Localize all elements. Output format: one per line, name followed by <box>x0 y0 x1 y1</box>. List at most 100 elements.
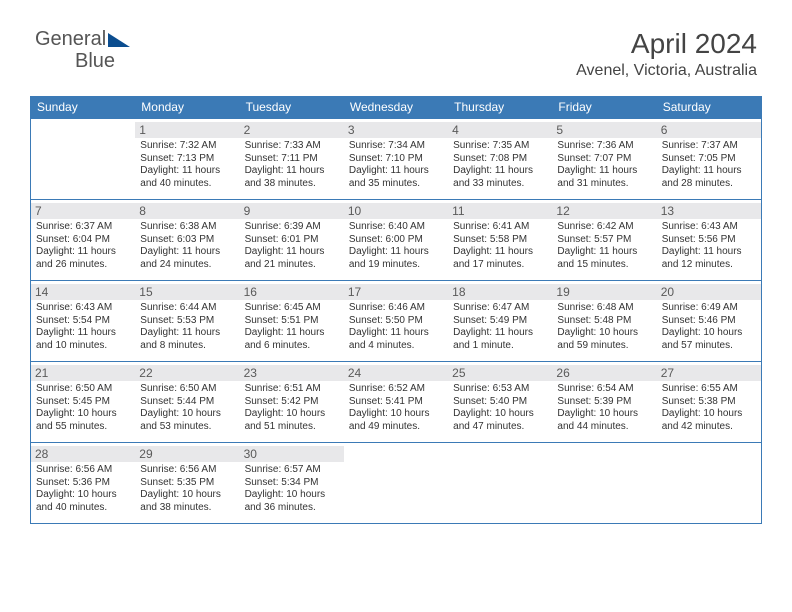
day-number: 9 <box>240 203 344 219</box>
day-number: 24 <box>344 365 448 381</box>
day-number: 23 <box>240 365 344 381</box>
sunrise-line: Sunrise: 7:37 AM <box>662 140 756 153</box>
daylight-line: Daylight: 11 hours and 10 minutes. <box>36 327 130 352</box>
daylight-line: Daylight: 11 hours and 6 minutes. <box>245 327 339 352</box>
day-number: 5 <box>552 122 656 138</box>
calendar-cell <box>344 443 448 523</box>
sunset-line: Sunset: 7:08 PM <box>453 153 547 166</box>
daylight-line: Daylight: 11 hours and 15 minutes. <box>557 246 651 271</box>
sunrise-line: Sunrise: 6:46 AM <box>349 302 443 315</box>
calendar-cell: 27Sunrise: 6:55 AMSunset: 5:38 PMDayligh… <box>657 362 761 442</box>
calendar-cell: 9Sunrise: 6:39 AMSunset: 6:01 PMDaylight… <box>240 200 344 280</box>
sunrise-line: Sunrise: 7:32 AM <box>140 140 234 153</box>
sunrise-line: Sunrise: 6:57 AM <box>245 464 339 477</box>
daylight-line: Daylight: 11 hours and 33 minutes. <box>453 165 547 190</box>
day-number: 14 <box>31 284 135 300</box>
daylight-line: Daylight: 11 hours and 17 minutes. <box>453 246 547 271</box>
day-number: 12 <box>552 203 656 219</box>
day-number: 26 <box>552 365 656 381</box>
sunset-line: Sunset: 5:49 PM <box>453 315 547 328</box>
daylight-line: Daylight: 11 hours and 40 minutes. <box>140 165 234 190</box>
calendar-cell: 3Sunrise: 7:34 AMSunset: 7:10 PMDaylight… <box>344 119 448 199</box>
logo-text-blue: Blue <box>75 50 115 73</box>
sunrise-line: Sunrise: 6:37 AM <box>36 221 130 234</box>
sunset-line: Sunset: 7:07 PM <box>557 153 651 166</box>
sunrise-line: Sunrise: 6:55 AM <box>662 383 756 396</box>
calendar-cell: 22Sunrise: 6:50 AMSunset: 5:44 PMDayligh… <box>135 362 239 442</box>
day-number: 22 <box>135 365 239 381</box>
day-header-sat: Saturday <box>657 96 761 119</box>
logo-text-general: General <box>35 28 106 51</box>
day-number: 2 <box>240 122 344 138</box>
sunset-line: Sunset: 7:10 PM <box>349 153 443 166</box>
calendar-cell <box>657 443 761 523</box>
calendar-cell: 25Sunrise: 6:53 AMSunset: 5:40 PMDayligh… <box>448 362 552 442</box>
day-number: 15 <box>135 284 239 300</box>
week-row: 28Sunrise: 6:56 AMSunset: 5:36 PMDayligh… <box>31 443 761 524</box>
sunrise-line: Sunrise: 6:49 AM <box>662 302 756 315</box>
sunrise-line: Sunrise: 6:40 AM <box>349 221 443 234</box>
calendar-cell: 1Sunrise: 7:32 AMSunset: 7:13 PMDaylight… <box>135 119 239 199</box>
daylight-line: Daylight: 11 hours and 24 minutes. <box>140 246 234 271</box>
daylight-line: Daylight: 10 hours and 47 minutes. <box>453 408 547 433</box>
daylight-line: Daylight: 10 hours and 55 minutes. <box>36 408 130 433</box>
calendar-cell: 10Sunrise: 6:40 AMSunset: 6:00 PMDayligh… <box>344 200 448 280</box>
daylight-line: Daylight: 10 hours and 36 minutes. <box>245 489 339 514</box>
day-number: 11 <box>448 203 552 219</box>
day-header-mon: Monday <box>135 96 239 119</box>
sunrise-line: Sunrise: 7:36 AM <box>557 140 651 153</box>
day-number: 18 <box>448 284 552 300</box>
day-header-fri: Friday <box>552 96 656 119</box>
logo: General Blue <box>35 28 130 51</box>
calendar-cell: 26Sunrise: 6:54 AMSunset: 5:39 PMDayligh… <box>552 362 656 442</box>
calendar-cell: 17Sunrise: 6:46 AMSunset: 5:50 PMDayligh… <box>344 281 448 361</box>
calendar-cell: 21Sunrise: 6:50 AMSunset: 5:45 PMDayligh… <box>31 362 135 442</box>
sunrise-line: Sunrise: 6:45 AM <box>245 302 339 315</box>
calendar-cell: 18Sunrise: 6:47 AMSunset: 5:49 PMDayligh… <box>448 281 552 361</box>
sunrise-line: Sunrise: 6:51 AM <box>245 383 339 396</box>
sunset-line: Sunset: 5:57 PM <box>557 234 651 247</box>
daylight-line: Daylight: 11 hours and 26 minutes. <box>36 246 130 271</box>
daylight-line: Daylight: 10 hours and 53 minutes. <box>140 408 234 433</box>
day-number: 30 <box>240 446 344 462</box>
day-header-wed: Wednesday <box>344 96 448 119</box>
calendar-cell: 19Sunrise: 6:48 AMSunset: 5:48 PMDayligh… <box>552 281 656 361</box>
daylight-line: Daylight: 11 hours and 35 minutes. <box>349 165 443 190</box>
day-number: 13 <box>657 203 761 219</box>
day-number: 16 <box>240 284 344 300</box>
sunset-line: Sunset: 5:48 PM <box>557 315 651 328</box>
calendar-cell: 13Sunrise: 6:43 AMSunset: 5:56 PMDayligh… <box>657 200 761 280</box>
calendar-cell: 20Sunrise: 6:49 AMSunset: 5:46 PMDayligh… <box>657 281 761 361</box>
week-row: 1Sunrise: 7:32 AMSunset: 7:13 PMDaylight… <box>31 119 761 200</box>
sunset-line: Sunset: 5:35 PM <box>140 477 234 490</box>
sunset-line: Sunset: 5:45 PM <box>36 396 130 409</box>
daylight-line: Daylight: 10 hours and 38 minutes. <box>140 489 234 514</box>
header: General Blue April 2024 Avenel, Victoria… <box>0 0 792 88</box>
daylight-line: Daylight: 11 hours and 21 minutes. <box>245 246 339 271</box>
sunset-line: Sunset: 5:54 PM <box>36 315 130 328</box>
daylight-line: Daylight: 11 hours and 19 minutes. <box>349 246 443 271</box>
calendar-cell <box>31 119 135 199</box>
daylight-line: Daylight: 11 hours and 12 minutes. <box>662 246 756 271</box>
daylight-line: Daylight: 10 hours and 57 minutes. <box>662 327 756 352</box>
calendar-cell <box>448 443 552 523</box>
sunrise-line: Sunrise: 6:48 AM <box>557 302 651 315</box>
sunset-line: Sunset: 5:34 PM <box>245 477 339 490</box>
sunrise-line: Sunrise: 6:50 AM <box>140 383 234 396</box>
sunrise-line: Sunrise: 7:34 AM <box>349 140 443 153</box>
sunrise-line: Sunrise: 6:39 AM <box>245 221 339 234</box>
calendar-cell <box>552 443 656 523</box>
sunset-line: Sunset: 5:39 PM <box>557 396 651 409</box>
week-row: 21Sunrise: 6:50 AMSunset: 5:45 PMDayligh… <box>31 362 761 443</box>
calendar-cell: 24Sunrise: 6:52 AMSunset: 5:41 PMDayligh… <box>344 362 448 442</box>
week-row: 14Sunrise: 6:43 AMSunset: 5:54 PMDayligh… <box>31 281 761 362</box>
calendar-cell: 5Sunrise: 7:36 AMSunset: 7:07 PMDaylight… <box>552 119 656 199</box>
day-number: 29 <box>135 446 239 462</box>
week-row: 7Sunrise: 6:37 AMSunset: 6:04 PMDaylight… <box>31 200 761 281</box>
sunrise-line: Sunrise: 6:50 AM <box>36 383 130 396</box>
daylight-line: Daylight: 10 hours and 59 minutes. <box>557 327 651 352</box>
page-title: April 2024 <box>35 28 757 60</box>
daylight-line: Daylight: 11 hours and 38 minutes. <box>245 165 339 190</box>
sunset-line: Sunset: 5:40 PM <box>453 396 547 409</box>
sunset-line: Sunset: 6:03 PM <box>140 234 234 247</box>
